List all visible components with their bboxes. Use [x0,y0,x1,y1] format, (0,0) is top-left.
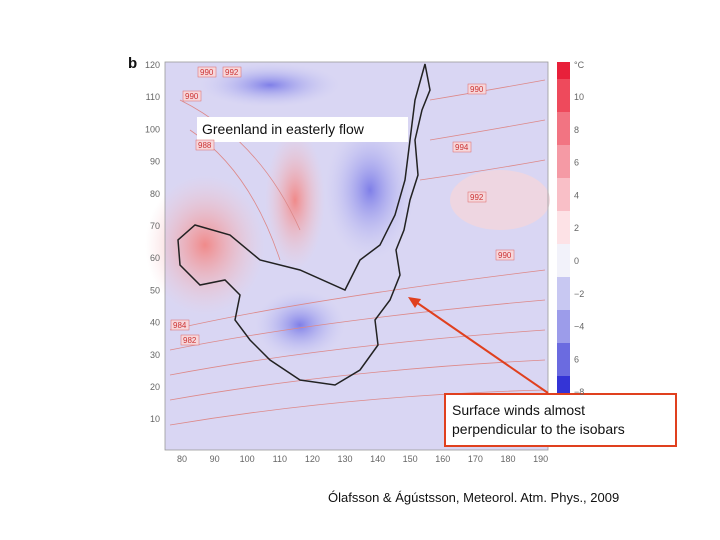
y-tick-label: 20 [150,382,160,392]
x-tick-label: 180 [500,454,515,464]
annotation: Surface winds almost perpendicular to the… [452,402,625,437]
colorbar-label: −2 [574,289,584,299]
colorbar-label: 6 [574,158,579,168]
isobar-label: 990 [470,85,484,94]
y-tick-label: 50 [150,285,160,295]
y-tick-label: 60 [150,253,160,263]
colorbar-cell [557,145,570,178]
colorbar [557,62,570,395]
isobar-label-box [170,319,190,331]
colorbar-label: −8 [574,387,584,397]
colorbar-label: 6 [574,354,579,364]
warm-region [265,130,325,270]
colorbar-cell [557,310,570,343]
isobar-label: 984 [173,321,187,330]
colorbar-label: 10 [574,92,584,102]
isobar-label-box [467,191,487,203]
panel-label: b [128,55,137,72]
x-tick-label: 100 [240,454,255,464]
y-tick-label: 120 [145,60,160,70]
isobar-label: 994 [455,143,469,152]
x-tick-label: 80 [177,454,187,464]
x-tick-label: 90 [210,454,220,464]
isobar-label-box [452,141,472,153]
annotation-box [197,117,408,142]
isobar-label: 990 [185,92,199,101]
colorbar-cell [557,277,570,310]
arrow-head [408,297,421,308]
y-tick-label: 100 [145,124,160,134]
citation: Ólafsson & Ágústsson, Meteorol. Atm. Phy… [328,490,619,505]
arrow [415,301,549,394]
x-tick-label: 170 [468,454,483,464]
cold-region [255,290,345,360]
colorbar-cell [557,112,570,145]
isobar-label: 992 [470,193,484,202]
isobar-label-box [222,66,242,78]
colorbar-cell [557,376,570,395]
annotation-box [444,393,677,447]
colorbar-label: 0 [574,256,579,266]
colorbar-cell [557,62,570,79]
isobar-label: 990 [498,251,512,260]
y-tick-label: 80 [150,189,160,199]
x-tick-label: 190 [533,454,548,464]
x-tick-label: 160 [435,454,450,464]
y-tick-label: 90 [150,157,160,167]
isobar-label-box [495,249,515,261]
y-tick-label: 30 [150,350,160,360]
isobar-label: 982 [183,336,197,345]
annotation: Greenland in easterly flow [202,121,365,137]
isobar-label: 992 [225,68,239,77]
isobar-label-box [467,83,487,95]
colorbar-label: 8 [574,125,579,135]
y-tick-label: 110 [146,92,160,102]
colorbar-label: 4 [574,190,579,200]
cold-region [200,63,340,107]
isobar-label-box [182,90,202,102]
cold-region [325,120,415,260]
colorbar-cell [557,244,570,277]
colorbar-label: −4 [574,322,584,332]
isobar-label-box [197,66,217,78]
colorbar-cell [557,211,570,244]
isobar-label: 988 [198,141,212,150]
x-tick-label: 150 [403,454,418,464]
colorbar-cell [557,343,570,376]
x-tick-label: 120 [305,454,320,464]
colorbar-cell [557,79,570,112]
colorbar-cell [557,178,570,211]
colorbar-label: 2 [574,223,579,233]
y-tick-label: 40 [150,318,160,328]
map-frame [164,61,549,451]
coastline [177,63,431,386]
isobar-label: 990 [200,68,214,77]
y-tick-label: 70 [150,221,160,231]
isobar-label-box [195,139,215,151]
x-tick-label: 140 [370,454,385,464]
warm-region [145,175,265,315]
x-tick-label: 130 [337,454,352,464]
warm-region [450,170,550,230]
y-tick-label: 10 [150,414,160,424]
colorbar-unit: °C [574,60,585,70]
x-tick-label: 110 [273,454,287,464]
isobar-label-box [180,334,200,346]
